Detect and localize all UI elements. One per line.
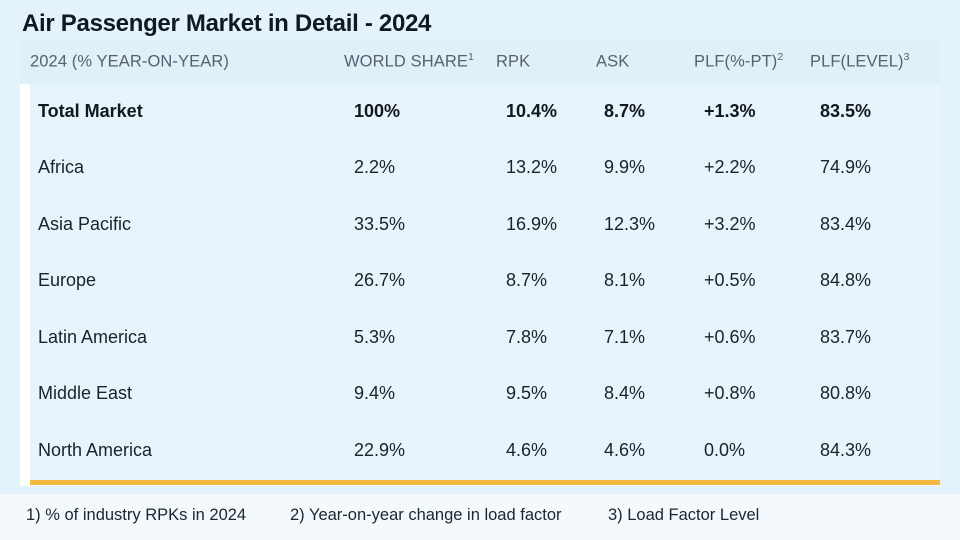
footnote-2: 2) Year-on-year change in load factor [290, 506, 562, 524]
cell-plf-pt: +0.5% [704, 270, 756, 290]
cell-ask: 8.4% [604, 383, 646, 403]
cell-world-share: 100% [354, 101, 401, 121]
header-plf-level: PLF(LEVEL)3 [810, 51, 910, 71]
table-header: 2024 (% YEAR-ON-YEAR) WORLD SHARE1 RPK A… [20, 40, 940, 84]
footnote-3: 3) Load Factor Level [608, 506, 760, 524]
header-world-share: WORLD SHARE1 [344, 51, 474, 71]
cell-world-share: 26.7% [354, 270, 406, 290]
table-row: Middle East 9.4% 9.5% 8.4% +0.8% 80.8% [30, 366, 940, 422]
cell-region: Total Market [38, 101, 143, 121]
cell-ask: 12.3% [604, 214, 656, 234]
cell-region: Middle East [38, 383, 133, 403]
table-body: Total Market 100% 10.4% 8.7% +1.3% 83.5%… [30, 84, 940, 484]
cell-plf-pt: +0.8% [704, 383, 756, 403]
cell-world-share: 2.2% [354, 157, 396, 177]
cell-rpk: 4.6% [506, 440, 548, 460]
cell-rpk: 16.9% [506, 214, 558, 234]
footnotes: 1) % of industry RPKs in 2024 2) Year-on… [0, 494, 960, 540]
cell-world-share: 33.5% [354, 214, 406, 234]
market-table: 2024 (% YEAR-ON-YEAR) WORLD SHARE1 RPK A… [20, 40, 940, 486]
cell-region: Asia Pacific [38, 214, 132, 234]
table-row: Africa 2.2% 13.2% 9.9% +2.2% 74.9% [30, 140, 940, 196]
cell-plf-pt: +2.2% [704, 157, 756, 177]
cell-rpk: 8.7% [506, 270, 548, 290]
cell-region: North America [38, 440, 153, 460]
table-row: Latin America 5.3% 7.8% 7.1% +0.6% 83.7% [30, 310, 940, 366]
cell-ask: 7.1% [604, 327, 646, 347]
cell-ask: 8.7% [604, 101, 646, 121]
cell-ask: 8.1% [604, 270, 646, 290]
cell-rpk: 13.2% [506, 157, 558, 177]
cell-plf-pt: +3.2% [704, 214, 756, 234]
cell-plf-pt: 0.0% [704, 440, 746, 460]
cell-world-share: 9.4% [354, 383, 396, 403]
footnote-1: 1) % of industry RPKs in 2024 [26, 506, 247, 524]
header-rpk: RPK [496, 52, 531, 71]
cell-plf-level: 84.8% [820, 270, 872, 290]
cell-world-share: 5.3% [354, 327, 396, 347]
cell-plf-level: 84.3% [820, 440, 872, 460]
cell-region: Africa [38, 157, 85, 177]
accent-divider [30, 480, 940, 485]
cell-rpk: 10.4% [506, 101, 558, 121]
cell-ask: 4.6% [604, 440, 646, 460]
table-row: Europe 26.7% 8.7% 8.1% +0.5% 84.8% [30, 253, 940, 309]
cell-plf-level: 74.9% [820, 157, 872, 177]
cell-world-share: 22.9% [354, 440, 406, 460]
header-plf-pt: PLF(%-PT)2 [694, 51, 784, 71]
table-row: Asia Pacific 33.5% 16.9% 12.3% +3.2% 83.… [30, 197, 940, 253]
cell-rpk: 7.8% [506, 327, 548, 347]
cell-region: Latin America [38, 327, 148, 347]
header-ask: ASK [596, 52, 630, 71]
table-row: Total Market 100% 10.4% 8.7% +1.3% 83.5% [30, 84, 940, 140]
cell-plf-level: 83.5% [820, 101, 872, 121]
cell-region: Europe [38, 270, 97, 290]
page-title: Air Passenger Market in Detail - 2024 [22, 10, 432, 37]
cell-plf-pt: +0.6% [704, 327, 756, 347]
cell-ask: 9.9% [604, 157, 646, 177]
cell-plf-pt: +1.3% [704, 101, 756, 121]
table-row: North America 22.9% 4.6% 4.6% 0.0% 84.3% [30, 423, 940, 479]
cell-plf-level: 83.7% [820, 327, 872, 347]
cell-rpk: 9.5% [506, 383, 548, 403]
cell-plf-level: 83.4% [820, 214, 872, 234]
cell-plf-level: 80.8% [820, 383, 872, 403]
header-region: 2024 (% YEAR-ON-YEAR) [30, 52, 229, 71]
